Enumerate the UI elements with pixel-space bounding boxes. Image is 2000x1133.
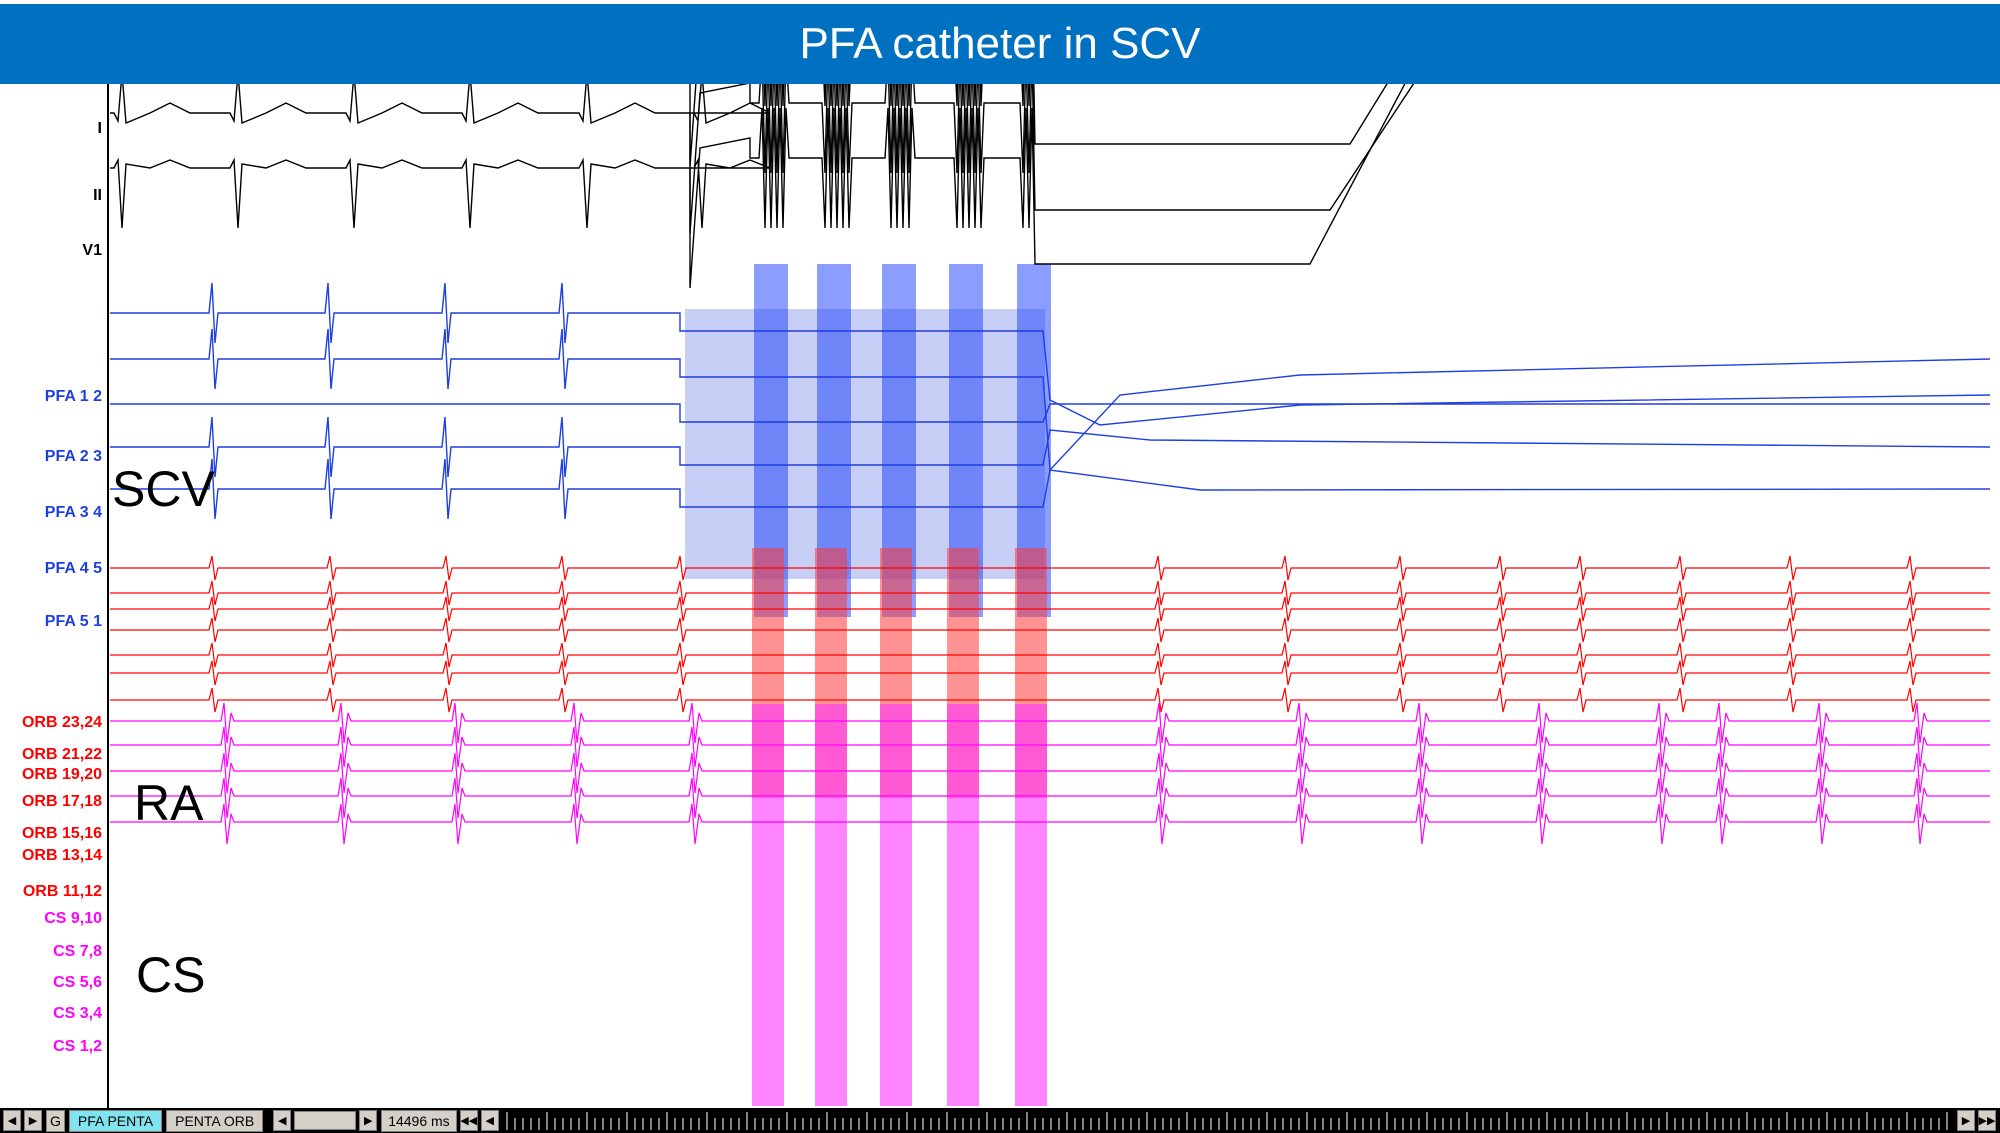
chevron-right-icon: ▶ <box>1961 1115 1971 1127</box>
orb-trace <box>110 660 1990 686</box>
channel-label-cs-78: CS 7,8 <box>53 943 102 960</box>
fast-forward-icon: ▶▶ <box>1978 1115 1996 1127</box>
scroll-left-button[interactable]: ◀ <box>3 1110 21 1131</box>
channel-label-orb-1718: ORB 17,18 <box>21 793 102 810</box>
cs-trace <box>110 726 1990 768</box>
channel-label-orb-1920: ORB 19,20 <box>21 766 102 783</box>
channel-label-pfa-34: PFA 3 4 <box>44 504 102 521</box>
ecg-trace <box>110 84 1415 234</box>
channel-label-pfa-51: PFA 5 1 <box>44 613 102 630</box>
tab-penta-orb[interactable]: PENTA ORB <box>166 1109 264 1132</box>
channel-label-pfa-45: PFA 4 5 <box>44 560 102 577</box>
tracing-panel: I II V1 PFA 1 2 PFA 2 3 PFA 3 4 PFA 4 5 … <box>0 84 2000 1108</box>
cs-burst-block <box>815 704 847 1106</box>
ecg-trace <box>110 84 1406 289</box>
orb-trace <box>110 642 1990 668</box>
channel-label-ecg-V1: V1 <box>82 242 102 259</box>
pfa-trace <box>110 403 1990 423</box>
egm-tracings <box>107 84 2000 1108</box>
scroll-right-button[interactable]: ▶ <box>24 1110 42 1131</box>
tab-pfa-penta[interactable]: PFA PENTA <box>68 1109 163 1132</box>
channel-label-cs-34: CS 3,4 <box>53 1005 102 1022</box>
channel-label-ecg-I: I <box>97 120 102 137</box>
pfa-trace <box>110 416 1991 478</box>
step-back-button[interactable]: ◀ <box>480 1110 499 1131</box>
channel-label-pfa-23: PFA 2 3 <box>44 448 102 465</box>
channel-label-cs-910: CS 9,10 <box>44 910 102 927</box>
chevron-left-icon: ◀ <box>485 1115 494 1127</box>
cs-burst-block <box>752 704 784 1106</box>
orb-trace <box>110 687 1990 713</box>
tab-partial[interactable]: G <box>46 1109 65 1132</box>
region-label-ra: RA <box>134 775 204 831</box>
step-forward-button[interactable]: ▶ <box>1957 1110 1975 1131</box>
channel-label-cs-56: CS 5,6 <box>53 974 102 991</box>
cs-trace <box>110 702 1990 744</box>
cs-burst-block <box>880 704 912 1106</box>
cs-burst-block <box>947 704 979 1106</box>
pfa-trace <box>110 458 1991 520</box>
chevron-left-icon: ◀ <box>7 1115 17 1127</box>
time-ruler[interactable] <box>505 1108 1954 1133</box>
cs-trace <box>110 752 1990 794</box>
pfa-trace <box>110 328 1991 472</box>
orb-trace <box>110 580 1990 606</box>
sweep-duration-readout: 14496 ms <box>381 1109 457 1132</box>
channel-label-orb-2122: ORB 21,22 <box>21 746 102 763</box>
page-back-button[interactable]: ◀ <box>273 1110 292 1131</box>
cs-trace <box>110 803 1990 845</box>
channel-label-orb-1516: ORB 15,16 <box>21 825 102 842</box>
pfa-artifact-zone <box>685 309 1045 579</box>
bottom-toolbar: ◀ ▶ G PFA PENTA PENTA ORB ◀ ▶ 14496 ms ◀… <box>0 1108 2000 1133</box>
cs-trace <box>110 777 1990 819</box>
page-forward-button[interactable]: ▶ <box>359 1110 378 1131</box>
horizontal-scrollbar[interactable] <box>294 1111 357 1130</box>
chevron-right-icon: ▶ <box>363 1115 373 1127</box>
orb-trace <box>110 555 1990 581</box>
channel-label-cs-12: CS 1,2 <box>53 1038 102 1055</box>
rewind-icon: ◀◀ <box>460 1115 478 1127</box>
region-label-scv: SCV <box>112 461 215 517</box>
channel-label-orb-1112: ORB 11,12 <box>22 883 102 900</box>
chevron-right-icon: ▶ <box>28 1115 38 1127</box>
cs-burst-block <box>1015 704 1047 1106</box>
rewind-button[interactable]: ◀◀ <box>459 1110 478 1131</box>
channel-label-orb-2324: ORB 23,24 <box>21 714 102 731</box>
channel-label-orb-1314: ORB 13,14 <box>21 847 102 864</box>
page-title: PFA catheter in SCV <box>0 4 2000 84</box>
orb-trace <box>110 617 1990 643</box>
region-label-cs: CS <box>136 947 206 1003</box>
fast-forward-button[interactable]: ▶▶ <box>1978 1110 1996 1131</box>
chevron-left-icon: ◀ <box>277 1115 287 1127</box>
channel-label-ecg-II: II <box>93 187 102 204</box>
pfa-trace <box>110 282 1991 426</box>
channel-label-pfa-12: PFA 1 2 <box>44 388 102 405</box>
orb-trace <box>110 596 1990 622</box>
